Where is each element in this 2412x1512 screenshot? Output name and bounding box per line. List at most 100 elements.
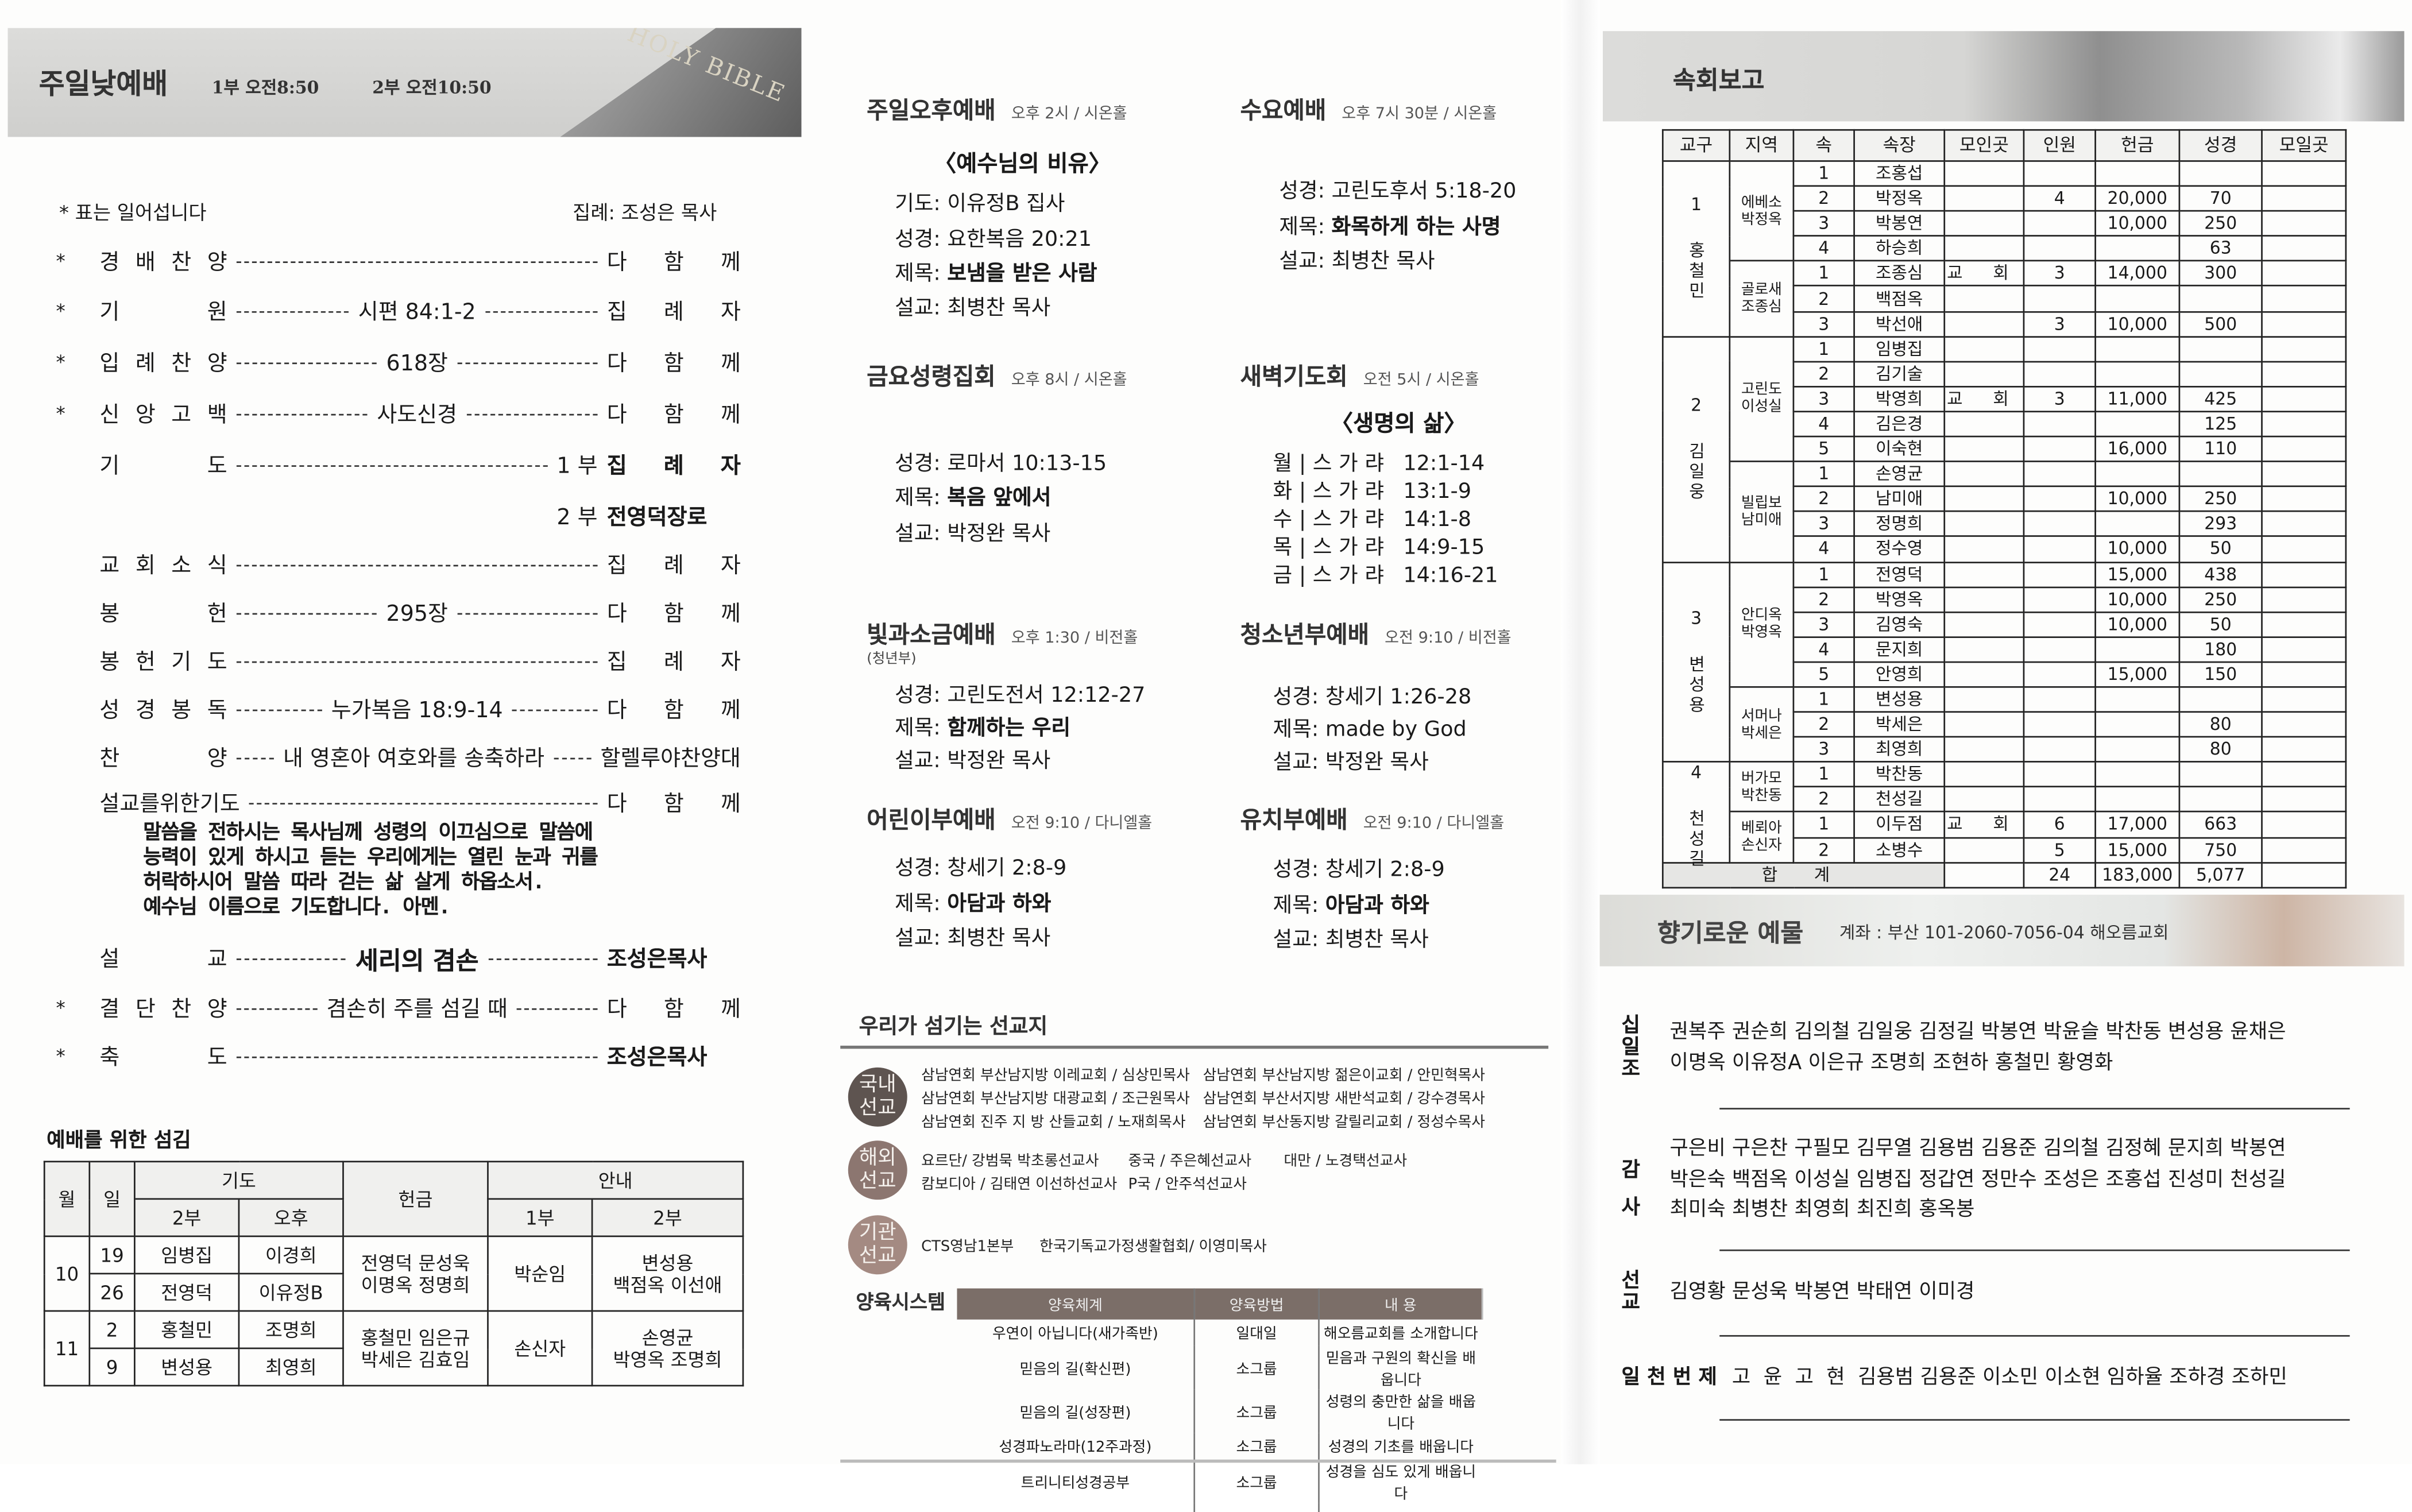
presider: 집례: 조성은 목사	[573, 200, 717, 225]
header-row: 2부 오후 1부 2부	[44, 1198, 744, 1238]
education-cell	[1194, 1502, 1320, 1512]
group-leader: 조홍섭	[1853, 160, 1946, 187]
region-leader: 이성실	[1741, 399, 1782, 416]
bible-reading	[2178, 786, 2263, 813]
education-header: 내 용	[1319, 1288, 1483, 1320]
region-cell: 버가모 박찬동	[1729, 761, 1795, 813]
detail-key: 설교:	[1273, 927, 1319, 953]
names-line: 김영황 문성욱 박봉연 박태연 이미경	[1669, 1281, 1975, 1304]
col-usher: 안내	[487, 1161, 744, 1200]
total-bible: 5,077	[2178, 861, 2263, 888]
region-name: 버가모	[1741, 769, 1782, 787]
meeting-place	[1943, 285, 2025, 312]
table-row: 빌립보 남미애 1 손영균	[1663, 461, 2347, 563]
bible-reading	[2178, 686, 2263, 713]
group-leader: 박세은	[1853, 711, 1946, 738]
attendance: 3	[2023, 385, 2096, 412]
detail-value: 고린도후서 5:18-20	[1331, 179, 1517, 204]
bible-reading: 250	[2178, 486, 2263, 513]
dash-leader	[236, 413, 368, 415]
service-time-place: 오후 1:30 / 비전홀	[1011, 630, 1138, 648]
group-number: 2	[1792, 711, 1855, 738]
service-detail: 설교: 최병찬 목사	[895, 289, 1050, 320]
table-row: 2 김기술	[1663, 360, 2347, 388]
meeting-place	[1943, 836, 2025, 863]
district-leader: 변성용	[1686, 655, 1707, 716]
service-detail: 제목: 화목하게 하는 사명	[1279, 208, 1501, 239]
detail-value: 아담과 하와	[1325, 893, 1429, 918]
region-cell: 에베소 박정옥	[1729, 160, 1795, 262]
group-number: 1	[1792, 560, 1855, 588]
report-title: 속회보고	[1672, 65, 1765, 95]
order-item-leader: 조성은목사	[606, 948, 708, 973]
day-cell: 2	[88, 1310, 136, 1349]
total-label: 합 계	[1661, 861, 1946, 888]
group-number: 2	[1792, 285, 1855, 312]
service-detail: 설교: 박정완 목사	[895, 515, 1050, 546]
mission-entry: 한국기독교가정생활협회/ 이영미목사	[1039, 1238, 1267, 1256]
standing-marker: *	[56, 250, 65, 273]
next-meeting-place	[2261, 160, 2347, 187]
service-detail: 제목: 복음 앞에서	[895, 479, 1051, 510]
divider	[840, 1459, 1556, 1463]
group-leader: 변성용	[1853, 686, 1946, 713]
attendance	[2023, 461, 2096, 488]
bible-reading	[2178, 285, 2263, 312]
next-meeting-place	[2261, 686, 2347, 713]
offering-name: 박세은 김효임	[361, 1348, 470, 1370]
service-part: 2 부	[556, 505, 598, 531]
names-line: 권복주 권순희 김의철 김일웅 김정길 박봉연 박윤슬 박찬동 변성용 윤채은	[1669, 1020, 2286, 1045]
group-leader: 박찬동	[1853, 761, 1946, 788]
table-row: 2 박정옥 4 20,000 70	[1663, 185, 2347, 212]
order-item-detail: 겸손히 주를 섬길 때	[326, 997, 508, 1023]
table-row: 트리니티성경공부 소그룹 성경을 심도 있게 배웁니다	[957, 1459, 1482, 1503]
group-number: 4	[1792, 636, 1855, 663]
education-title: 양육시스템	[856, 1290, 946, 1313]
mission-entry: 삼남연회 부산남지방 이레교회 / 심상민목사	[921, 1067, 1190, 1085]
mission-entry: 삼남연회 부산서지방 새반석교회 / 강수경목사	[1203, 1091, 1485, 1108]
names-line: 박은숙 백점옥 이성실 임병집 정갑연 정만수 조성은 조홍섭 진성미 천성길	[1669, 1167, 2286, 1192]
usher-name: 손영균	[641, 1327, 694, 1348]
service-detail: 제목: made by God	[1273, 711, 1467, 742]
order-item: 봉 헌 295장 다 함 께	[56, 598, 740, 629]
table-row: 3 김영숙 10,000 50	[1663, 611, 2347, 638]
service-detail: 성경: 고린도전서 12:12-27	[895, 677, 1145, 708]
offering-name: 이명옥 정명희	[361, 1273, 470, 1296]
table-row: 2 박세은 80	[1663, 711, 2347, 738]
offering-cell: 홍철민 임은규 박세은 김효임	[342, 1310, 489, 1387]
total-attendance: 24	[2023, 861, 2096, 888]
meeting-place	[1943, 160, 2025, 187]
education-header: 양육방법	[1194, 1288, 1320, 1320]
order-item-leader: 다 함 께	[606, 403, 741, 428]
header-row: 교구 지역 속 속장 모인곳 인원 헌금 성경 모일곳	[1661, 129, 2347, 162]
table-row: 베뢰아 손신자 1 이두점 교 회 6 17,000 663	[1663, 811, 2347, 863]
meeting-place	[1943, 736, 2025, 763]
detail-key: 수 | 스 가 랴	[1273, 507, 1385, 532]
next-meeting-place	[2261, 560, 2347, 588]
order-item: * 신 앙 고 백 사도신경 다 함 께	[56, 399, 741, 430]
standing-marker: *	[56, 997, 65, 1019]
dash-leader	[488, 957, 598, 960]
dash-leader	[457, 612, 598, 614]
table-row: 3 최영희 80	[1663, 736, 2347, 763]
bible-reading: 63	[2178, 235, 2263, 262]
detail-value: 13:1-9	[1403, 479, 1471, 504]
offering	[2094, 235, 2181, 262]
mission-entry: P국 / 안주석선교사	[1128, 1176, 1247, 1194]
usher-name: 박영옥 조명희	[613, 1348, 722, 1370]
meeting-place	[1943, 511, 2025, 537]
service-name: 청소년부예배	[1240, 621, 1370, 649]
attendance	[2023, 285, 2096, 312]
group-number: 2	[1792, 486, 1855, 513]
offering-category: 일 천 번 제	[1621, 1366, 1717, 1390]
table-row: 2 김일웅 고린도 이성실 1 임병집	[1661, 335, 2347, 563]
order-item-leader: 할렐루야찬양대	[600, 747, 741, 772]
group-number: 1	[1792, 160, 1855, 187]
service-time-2: 2부 오전10:50	[372, 78, 492, 98]
offering	[2094, 335, 2181, 362]
day-cell: 26	[88, 1273, 136, 1312]
bible-reading: 425	[2178, 385, 2263, 412]
table-row: 2 소병수 5 15,000 750	[1663, 836, 2347, 863]
bible-reading: 300	[2178, 260, 2263, 287]
group-leader: 조종심	[1853, 260, 1946, 287]
